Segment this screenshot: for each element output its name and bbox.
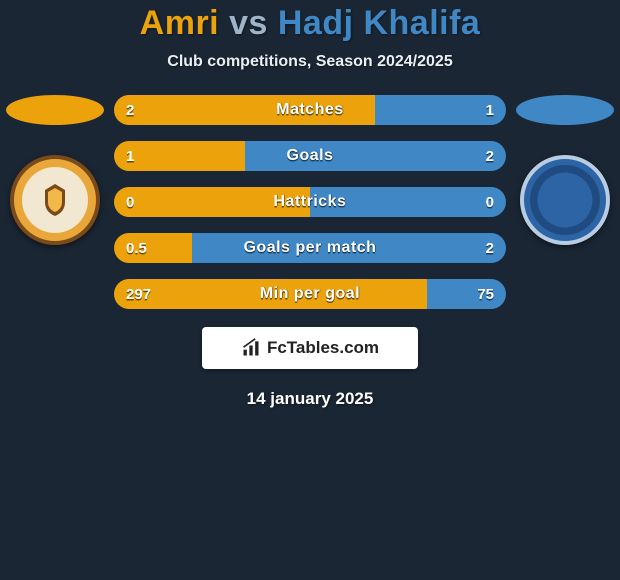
stat-label: Goals per match — [114, 239, 506, 257]
stat-row: 29775Min per goal — [114, 279, 506, 309]
brand-logo-box: FcTables.com — [202, 327, 418, 369]
title-player2: Hadj Khalifa — [278, 4, 480, 42]
right-side — [516, 95, 614, 245]
stats-bars: 21Matches 12Goals 00Hattricks 0.52Goals per… — [114, 95, 506, 309]
stat-label: Min per goal — [114, 285, 506, 303]
left-crest-icon — [35, 180, 75, 220]
infographic-container: Amri vs Hadj Khalifa Club competitions, … — [0, 0, 620, 409]
stat-row: 0.52Goals per match — [114, 233, 506, 263]
right-club-crest — [520, 155, 610, 245]
left-side — [6, 95, 104, 245]
stat-row: 00Hattricks — [114, 187, 506, 217]
title-vs: vs — [229, 4, 268, 42]
right-ellipse-shape — [516, 95, 614, 125]
right-crest-inner — [530, 165, 600, 235]
title-player1: Amri — [140, 4, 219, 42]
page-title: Amri vs Hadj Khalifa — [0, 4, 620, 43]
stat-label: Matches — [114, 101, 506, 119]
left-club-crest — [10, 155, 100, 245]
chart-icon — [241, 338, 261, 358]
stat-label: Goals — [114, 147, 506, 165]
stat-row: 12Goals — [114, 141, 506, 171]
subtitle: Club competitions, Season 2024/2025 — [0, 53, 620, 71]
left-ellipse-shape — [6, 95, 104, 125]
date-label: 14 january 2025 — [0, 389, 620, 409]
brand-logo-text: FcTables.com — [267, 338, 379, 358]
stat-row: 21Matches — [114, 95, 506, 125]
stat-label: Hattricks — [114, 193, 506, 211]
main-row: 21Matches 12Goals 00Hattricks 0.52Goals per… — [0, 95, 620, 309]
left-crest-inner — [22, 167, 88, 233]
